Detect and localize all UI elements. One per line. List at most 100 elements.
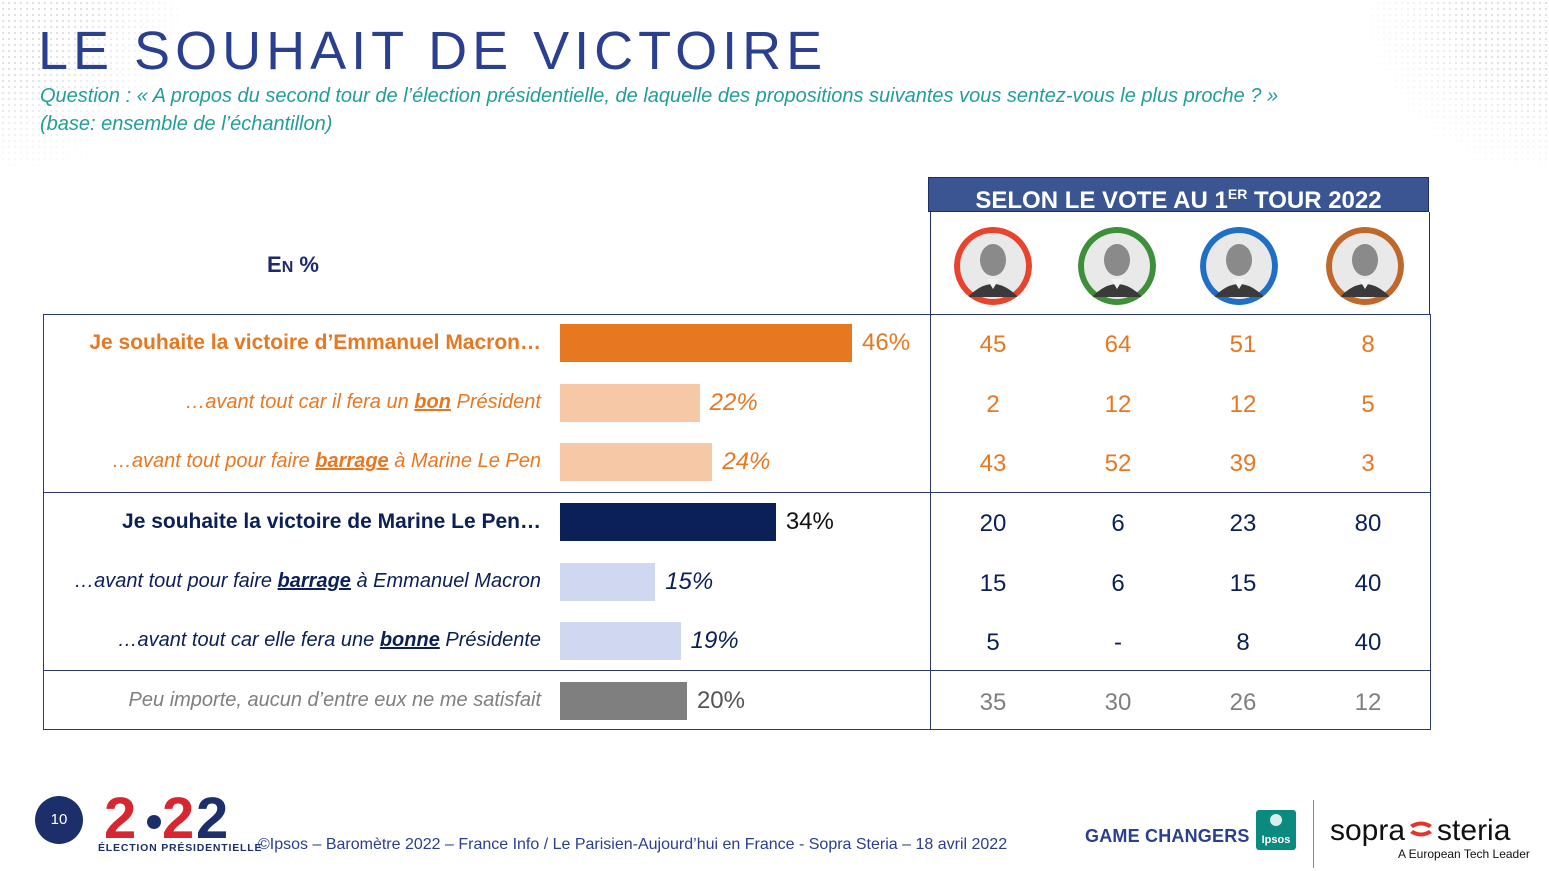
group-divider-2 [43,670,1430,671]
row-label-post: à Marine Le Pen [388,450,541,472]
svg-text:2: 2 [162,786,194,851]
bar-5 [560,563,656,601]
table-frame [43,314,1431,730]
cell-row1-col3: 51 [1229,331,1257,358]
row-label-pre: …avant tout car elle fera une [117,629,380,651]
row-label-pre: …avant tout pour faire [74,570,278,592]
election-2022-logo: 2 2 2 ÉLECTION PRÉSIDENTIELLE [98,786,261,856]
cell-row7-col3: 26 [1229,689,1257,716]
cell-row6-col3: 8 [1236,629,1250,656]
sopra-text: sopra [1330,814,1406,847]
row-label-1: Je souhaite la victoire d’Emmanuel Macro… [89,331,541,355]
bar-value-label-3: 24% [722,448,771,475]
bar-value-label-6: 19% [690,627,739,654]
cell-row5-col2: 6 [1111,570,1125,597]
page-number-badge: 10 [35,796,83,844]
bar-2 [560,384,700,422]
row-label-text: Peu importe, aucun d’entre eux ne me sat… [128,689,541,711]
unit-label-first: E [267,252,282,277]
cell-row7-col4: 12 [1354,689,1382,716]
vote-first-round-header: SELON LE VOTE AU 1ER TOUR 2022 [928,177,1429,214]
sopra-tagline: A European Tech Leader [1398,847,1530,861]
unit-label-pct: % [293,252,319,277]
row-label-post: Président [450,391,541,413]
question-line: Question : « A propos du second tour de … [40,85,1279,107]
steria-text: steria [1437,814,1511,847]
cell-row5-col1: 15 [979,570,1007,597]
column-divider [930,314,931,730]
candidate-avatar-3 [1200,227,1278,305]
election-2022-logo-icon: 2 2 2 [104,786,228,851]
svg-text:2: 2 [196,786,228,851]
question-text: Question : « A propos du second tour de … [40,82,1278,138]
row-label-5: …avant tout pour faire barrage à Emmanue… [74,570,541,593]
cell-row6-col1: 5 [986,629,1000,656]
cell-row4-col4: 80 [1354,510,1382,537]
ipsos-logo-icon [1270,814,1282,826]
cell-row5-col4: 40 [1354,570,1382,597]
bar-value-label-1: 46% [862,329,911,356]
cell-row3-col2: 52 [1104,450,1132,477]
cell-row1-col1: 45 [979,331,1007,358]
row-label-text: Je souhaite la victoire de Marine Le Pen… [122,510,541,533]
cell-row4-col1: 20 [979,510,1007,537]
bar-value-label-5: 15% [665,568,714,595]
vote-header-prefix: SELON LE VOTE AU 1 [975,187,1228,214]
cell-row6-col4: 40 [1354,629,1382,656]
game-changers-text: GAME CHANGERS [1085,826,1250,846]
candidate-avatar-1 [954,227,1032,305]
cell-row1-col4: 8 [1361,331,1375,358]
cell-row7-col1: 35 [979,689,1007,716]
cell-row3-col3: 39 [1229,450,1257,477]
source-footer: ©Ipsos – Baromètre 2022 – France Info / … [258,836,1008,853]
cell-row2-col1: 2 [986,391,1000,418]
bar-6 [560,622,681,660]
candidate-4-photo-icon [1326,227,1404,305]
bar-value-label-7: 20% [696,687,745,714]
bar-4 [560,503,776,541]
election-logo-caption: ÉLECTION PRÉSIDENTIELLE [98,842,263,854]
page-title: LE SOUHAIT DE VICTOIRE [38,21,828,81]
cell-row3-col4: 3 [1361,450,1375,477]
row-label-emphasis: bon [414,391,451,413]
cell-row2-col3: 12 [1229,391,1257,418]
row-label-7: Peu importe, aucun d’entre eux ne me sat… [129,689,541,712]
cell-row2-col2: 12 [1104,391,1132,418]
cell-row7-col2: 30 [1104,689,1132,716]
decorative-dots-left [0,0,180,170]
group-divider-1 [43,492,1430,493]
svg-text:2: 2 [104,786,136,851]
ipsos-logo-text: Ipsos [1261,834,1291,846]
row-label-post: Présidente [439,629,541,651]
ipsos-logo: Ipsos [1256,810,1296,850]
row-label-4: Je souhaite la victoire de Marine Le Pen… [122,510,541,534]
row-label-text: Je souhaite la victoire d’Emmanuel Macro… [89,331,541,354]
bar-3 [560,443,713,481]
row-label-post: à Emmanuel Macron [350,570,541,592]
bar-value-label-2: 22% [709,389,758,416]
row-label-2: …avant tout car il fera un bon Président [185,391,541,414]
vote-header-suffix: TOUR 2022 [1247,187,1382,214]
row-label-emphasis: barrage [277,570,351,592]
cell-row1-col2: 64 [1104,331,1132,358]
candidate-avatar-4 [1326,227,1404,305]
vote-header-sup: ER [1227,186,1248,202]
candidate-2-photo-icon [1078,227,1156,305]
row-label-emphasis: bonne [379,629,440,651]
bar-7 [560,682,687,720]
cell-row4-col3: 23 [1229,510,1257,537]
candidate-photo-frame [930,212,1430,315]
row-label-pre: …avant tout car il fera un [185,391,415,413]
bar-1 [560,324,852,362]
unit-label-rest: N [281,259,294,276]
row-label-6: …avant tout car elle fera une bonne Prés… [117,629,541,652]
decorative-dots-right [1369,0,1549,170]
candidate-3-photo-icon [1200,227,1278,305]
cell-row6-col2: - [1114,629,1122,656]
cell-row4-col2: 6 [1111,510,1125,537]
row-label-3: …avant tout pour faire barrage à Marine … [112,450,541,473]
candidate-avatar-2 [1078,227,1156,305]
cell-row3-col1: 43 [979,450,1007,477]
sopra-steria-mark-icon [1410,821,1433,837]
footer-separator [1313,800,1314,868]
